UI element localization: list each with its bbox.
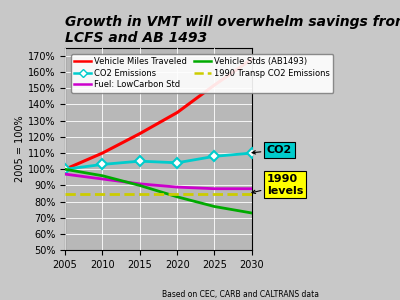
Text: Growth in VMT will overwhelm savings from
LCFS and AB 1493: Growth in VMT will overwhelm savings fro… <box>65 15 400 45</box>
Legend: Vehicle Miles Traveled, CO2 Emissions, Fuel: LowCarbon Std, Vehicle Stds (AB1493: Vehicle Miles Traveled, CO2 Emissions, F… <box>71 54 333 93</box>
Text: Based on CEC, CARB and CALTRANS data: Based on CEC, CARB and CALTRANS data <box>162 290 318 299</box>
Text: 1990
levels: 1990 levels <box>252 174 303 196</box>
Text: CO2: CO2 <box>252 145 292 155</box>
Y-axis label: 2005 = 100%: 2005 = 100% <box>15 116 25 182</box>
